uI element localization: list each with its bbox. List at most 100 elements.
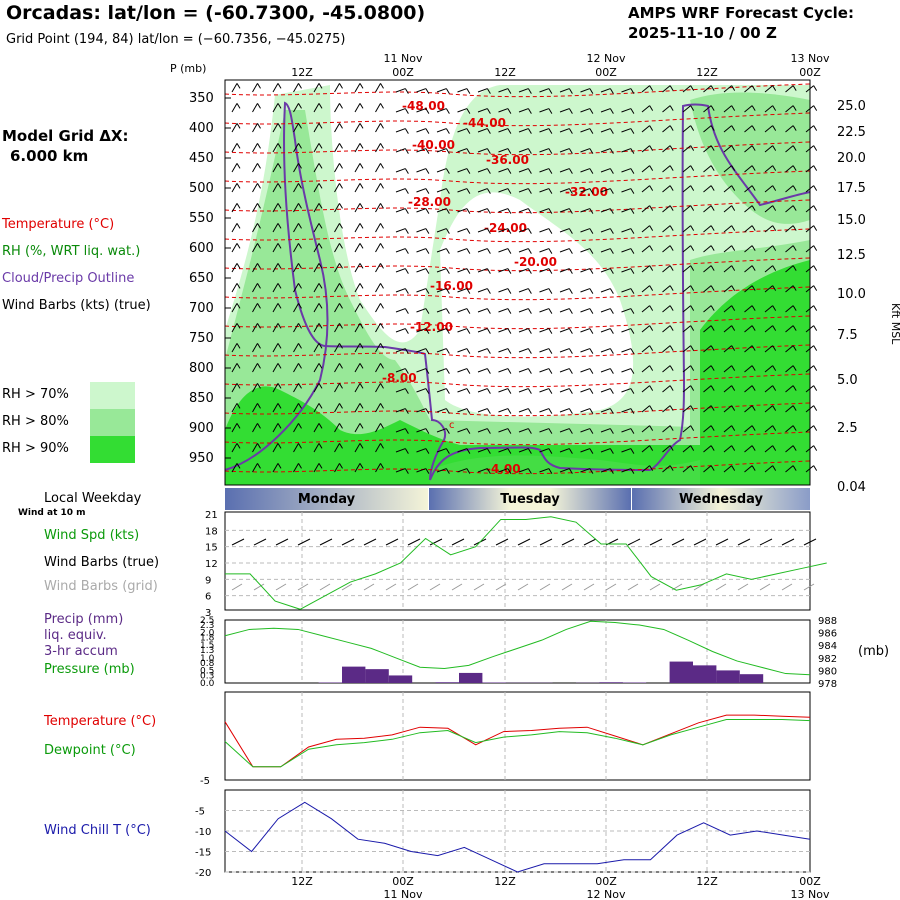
wind-barb — [252, 263, 258, 273]
wind-barb-flag — [425, 328, 430, 334]
wind-barb — [764, 345, 773, 353]
wind-barb — [785, 285, 794, 293]
wind-barb-flag — [527, 448, 532, 454]
wind-barb-flag — [359, 263, 364, 269]
wind-barb — [662, 245, 671, 253]
wind-barb — [477, 228, 488, 233]
wind-barb-flag — [548, 288, 553, 294]
wind-barb-flag — [813, 225, 818, 231]
wind-panel-frame — [224, 511, 811, 611]
wind-barb-flag — [339, 83, 343, 89]
wind-barb — [416, 348, 427, 353]
wind-barb-flag — [669, 265, 674, 271]
wind-barb — [723, 425, 732, 433]
wind-barb — [744, 205, 753, 213]
wind-barb — [723, 285, 732, 293]
wind-barb — [395, 428, 406, 433]
wind-barb — [354, 143, 361, 153]
wind-barb-flag — [690, 205, 695, 211]
wind-barb — [580, 368, 591, 373]
wind-barb-flag — [792, 105, 797, 111]
wind-barb-flag — [380, 103, 384, 109]
wind-barb-flag — [649, 385, 654, 391]
wind-barb — [416, 388, 427, 393]
wind-barb-flag — [257, 243, 261, 249]
wind-barb — [252, 443, 258, 453]
wind-barb-flag — [359, 323, 364, 329]
wind-barb-flag — [527, 248, 532, 254]
wind-barb-flag — [813, 345, 818, 351]
wind-barb-flag — [298, 103, 302, 109]
wind-barb — [641, 105, 650, 113]
wind-barb-flag — [609, 348, 614, 354]
cross-section-wind-barbs — [231, 83, 818, 474]
wind-barb-flag — [568, 348, 573, 354]
wind-barb-flag — [589, 88, 594, 94]
wind-barb-flag — [609, 148, 614, 154]
wind-barb — [600, 428, 611, 433]
pressure-tick: 988 — [818, 616, 837, 627]
wind-barb-flag — [609, 448, 614, 454]
wind-barb — [252, 283, 258, 293]
wind-barb-flag — [813, 125, 818, 131]
wind-barb-flag — [507, 328, 512, 334]
wind-barb — [539, 88, 550, 93]
wind-barb — [559, 108, 570, 113]
weekday-tuesday: Tuesday — [429, 488, 631, 510]
wind-barb — [600, 108, 611, 113]
wind-barb-flag — [792, 145, 797, 151]
wind-barb — [354, 243, 361, 253]
wind-barb-flag — [690, 105, 695, 111]
wind-barb — [518, 108, 529, 113]
wind-barb-flag — [669, 325, 674, 331]
wind-barb-flag — [277, 143, 282, 149]
wind-barb — [477, 208, 488, 213]
wind-barb — [252, 223, 258, 233]
wind-barb-flag — [445, 408, 450, 414]
wind-barb — [662, 465, 671, 473]
wind-barb-flag — [813, 285, 818, 291]
wind-barb-flag — [669, 145, 674, 151]
wind-barb — [682, 165, 691, 173]
wind-barb-flag — [710, 265, 715, 271]
wind-barb-flag — [690, 245, 695, 251]
wind-barb — [518, 448, 529, 453]
wind-barb-flag — [425, 188, 430, 194]
wind-barb-flag — [339, 323, 343, 329]
wind-barb-flag — [380, 363, 384, 369]
wind-barb — [375, 223, 381, 233]
wind-barb — [313, 423, 320, 433]
wind-barb — [436, 168, 447, 173]
wind-barb-flag — [731, 105, 736, 111]
wind-barb — [682, 305, 691, 313]
wind-barb — [395, 408, 406, 413]
wind-barb — [272, 223, 279, 233]
wind-barb — [764, 425, 773, 433]
wind-barb-flag — [318, 143, 323, 149]
wind-barb-flag — [690, 425, 695, 431]
wind-barb — [395, 188, 406, 193]
wind-barb-flag — [339, 143, 343, 149]
wind-barb-flag — [486, 288, 491, 294]
wind-barb — [293, 123, 299, 133]
wind-barb-flag — [445, 228, 450, 234]
wind-barb — [744, 465, 753, 473]
wind-barb — [272, 243, 279, 253]
chill-tick: -5 — [195, 807, 205, 818]
wind-barb — [621, 228, 632, 233]
wind-barb — [334, 223, 340, 233]
wind-barb — [703, 185, 712, 193]
wind-barb-flag — [527, 368, 532, 374]
wind-barb-flag — [236, 323, 241, 329]
wind-barb-flag — [813, 185, 818, 191]
wind-barb — [518, 248, 529, 253]
wind-barb-flag — [380, 203, 384, 209]
wind-barb-flag — [466, 228, 471, 234]
wind-barb — [744, 265, 753, 273]
wind-barb — [313, 303, 320, 313]
wind-barb-flag — [710, 145, 715, 151]
wind-barb-flag — [813, 465, 818, 471]
wind-barb-flag — [277, 323, 282, 329]
wind-barb — [785, 325, 794, 333]
wind-barb — [477, 108, 488, 113]
